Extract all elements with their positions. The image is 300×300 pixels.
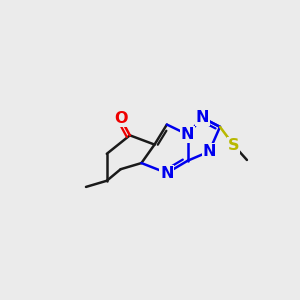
Text: N: N: [160, 166, 174, 181]
Text: N: N: [202, 144, 216, 159]
Text: N: N: [196, 110, 209, 125]
Text: O: O: [114, 111, 128, 126]
Text: N: N: [181, 127, 194, 142]
Text: S: S: [228, 138, 240, 153]
